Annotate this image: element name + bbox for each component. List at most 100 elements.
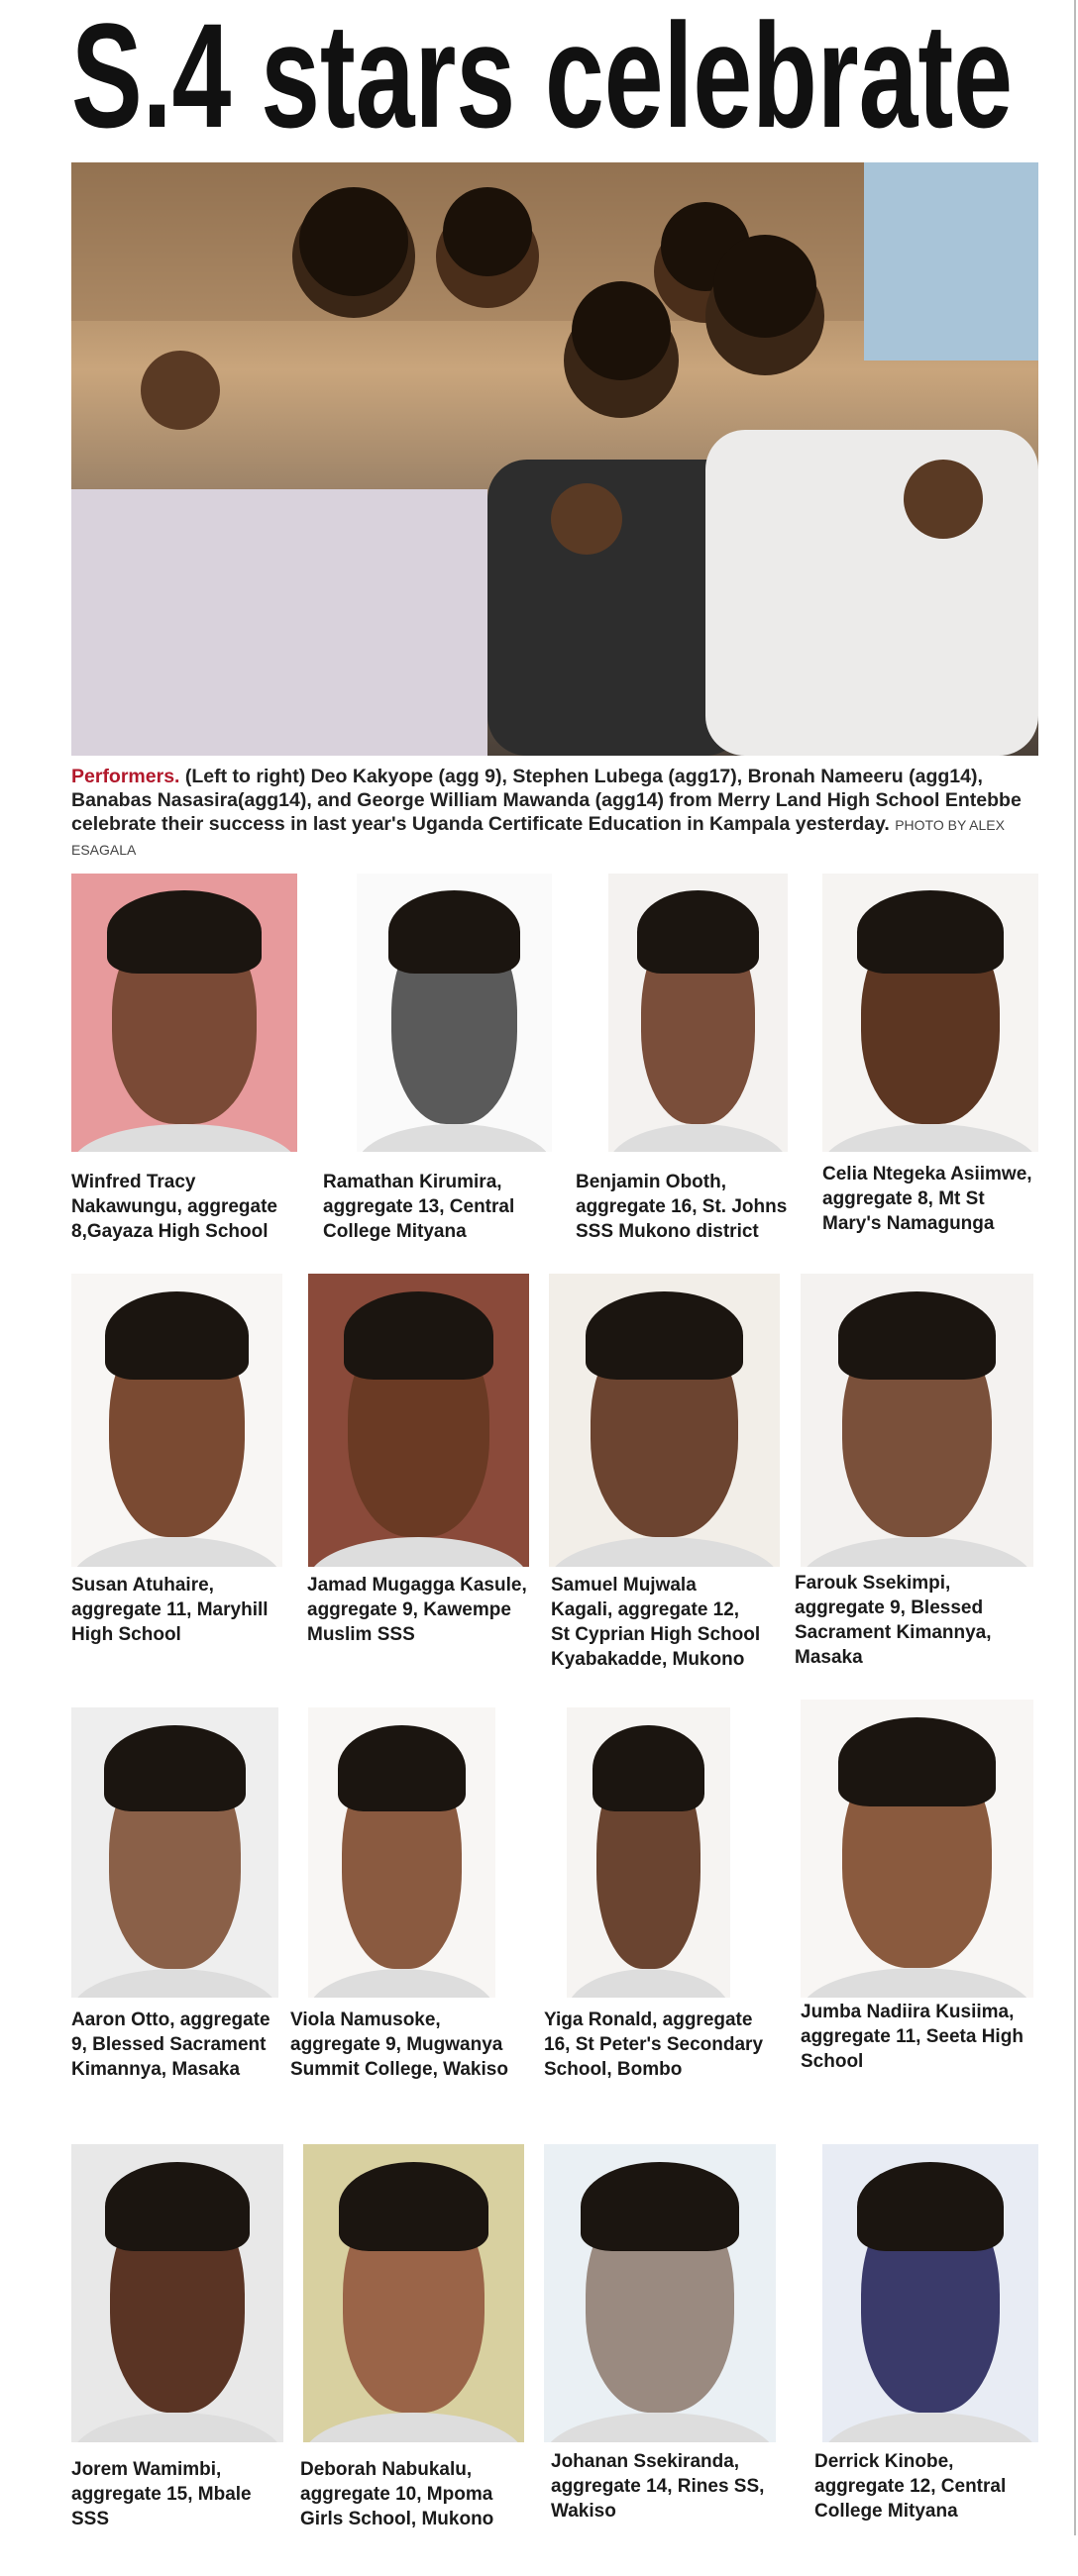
caption-line: Jorem Wamimbi, [71, 2459, 222, 2480]
caption-line: SSS Mukono district [576, 1221, 759, 1242]
portrait-photo [71, 1707, 278, 1998]
caption-line: Sacrament Kimannya, [795, 1622, 992, 1643]
caption-line: School, Bombo [544, 2059, 683, 2080]
caption-line: School [801, 2051, 864, 2072]
portrait-photo [303, 2144, 524, 2442]
shoulders [801, 1967, 1033, 1998]
caption-line: Johanan Ssekiranda, [551, 2451, 740, 2472]
headline: S.4 stars celebrate [71, 0, 1013, 158]
caption-line: Jamad Mugagga Kasule, [307, 1575, 527, 1596]
caption-line: Kimannya, Masaka [71, 2059, 241, 2080]
caption-line: aggregate 11, Seeta High [801, 2026, 1024, 2047]
caption-line: Nakawungu, aggregate [71, 1196, 277, 1217]
portrait-photo [544, 2144, 776, 2442]
hair [338, 2162, 489, 2252]
portrait-caption: Jamad Mugagga Kasule, aggregate 9, Kawemp… [307, 1573, 527, 1647]
photo-credit: PHOTO BY ALEX ESAGALA [71, 817, 1005, 858]
caption-line: College Mityana [323, 1221, 467, 1242]
caption-line: College Mityana [814, 2501, 958, 2522]
hair [338, 1724, 466, 1812]
caption-line: Ramathan Kirumira, [323, 1172, 502, 1192]
caption-text: (Left to right) Deo Kakyope (agg 9), Ste… [71, 766, 1022, 835]
hair [343, 1290, 494, 1380]
hair [387, 889, 521, 975]
caption-line: aggregate 8, Mt St [822, 1188, 985, 1209]
portrait-photo [822, 874, 1038, 1152]
portrait-caption: Aaron Otto, aggregate 9, Blessed Sacramen… [71, 2008, 270, 2082]
hair [581, 2162, 739, 2252]
caption-line: Susan Atuhaire, [71, 1575, 214, 1596]
caption-line: Viola Namusoke, [290, 2009, 441, 2030]
caption-line: Girls School, Mukono [300, 2509, 494, 2529]
caption-line: 8,Gayaza High School [71, 1221, 269, 1242]
hair [837, 1290, 997, 1380]
headline-box: S.4 stars celebrate [71, 0, 1013, 158]
hair [104, 1724, 246, 1812]
portrait-caption: Deborah Nabukalu, aggregate 10, Mpoma Girl… [300, 2457, 493, 2531]
shoulders [822, 2412, 1038, 2442]
hair [105, 1290, 249, 1380]
caption-line: Kagali, aggregate 12, [551, 1599, 740, 1620]
caption-line: aggregate 9, Kawempe [307, 1599, 511, 1620]
caption-line: aggregate 13, Central [323, 1196, 515, 1217]
portrait-caption: Susan Atuhaire, aggregate 11, Maryhill Hig… [71, 1573, 269, 1647]
caption-line: St Cyprian High School [551, 1624, 761, 1645]
hair [856, 2162, 1005, 2252]
portrait-caption: Ramathan Kirumira, aggregate 13, Central C… [323, 1170, 514, 1244]
portrait-photo [801, 1700, 1033, 1998]
shoulders [357, 1123, 552, 1152]
caption-line: aggregate 11, Maryhill [71, 1599, 269, 1620]
caption-line: Benjamin Oboth, [576, 1172, 726, 1192]
portrait-photo [822, 2144, 1038, 2442]
hair [107, 889, 262, 975]
portrait-caption: Viola Namusoke, aggregate 9, Mugwanya Summ… [290, 2008, 508, 2082]
caption-line: Aaron Otto, aggregate [71, 2009, 270, 2030]
portrait-caption: Johanan Ssekiranda, aggregate 14, Rines S… [551, 2449, 764, 2524]
portrait-caption: Samuel Mujwala Kagali, aggregate 12, St Cy… [551, 1573, 760, 1672]
portrait-photo [71, 2144, 283, 2442]
portrait-photo [71, 874, 297, 1152]
photo-caption: Performers. (Left to right) Deo Kakyope … [71, 765, 1052, 862]
photo-figures [71, 162, 1038, 756]
portrait-photo [357, 874, 552, 1152]
caption-line: aggregate 15, Mbale [71, 2484, 252, 2505]
caption-line: Winfred Tracy [71, 1172, 196, 1192]
shoulders [549, 1537, 780, 1567]
portrait-caption: Benjamin Oboth, aggregate 16, St. Johns SS… [576, 1170, 787, 1244]
caption-line: 9, Blessed Sacrament [71, 2034, 267, 2055]
portrait-caption: Jumba Nadiira Kusiima, aggregate 11, Seet… [801, 2000, 1024, 2074]
caption-line: SSS [71, 2509, 110, 2529]
portrait-caption: Yiga Ronald, aggregate 16, St Peter's Sec… [544, 2008, 763, 2082]
portrait-caption: Celia Ntegeka Asiimwe, aggregate 8, Mt St… [822, 1162, 1032, 1236]
shoulders [71, 1537, 282, 1567]
hair [636, 889, 760, 975]
portrait-photo [71, 1274, 282, 1567]
portrait-caption: Farouk Ssekimpi, aggregate 9, Blessed Sacr… [795, 1571, 992, 1670]
caption-line: High School [71, 1624, 181, 1645]
shoulders [71, 1123, 297, 1152]
caption-line: aggregate 10, Mpoma [300, 2484, 493, 2505]
caption-line: Wakiso [551, 2501, 616, 2522]
portrait-photo [567, 1707, 730, 1998]
hair [586, 1290, 743, 1380]
caption-line: Mary's Namagunga [822, 1213, 995, 1234]
caption-line: Muslim SSS [307, 1624, 415, 1645]
caption-lead: Performers. [71, 766, 180, 787]
caption-line: aggregate 12, Central [814, 2476, 1007, 2497]
portrait-caption: Derrick Kinobe, aggregate 12, Central Coll… [814, 2449, 1006, 2524]
caption-line: aggregate 16, St. Johns [576, 1196, 788, 1217]
caption-line: Deborah Nabukalu, [300, 2459, 473, 2480]
main-photo [71, 162, 1038, 756]
shoulders [567, 1968, 730, 1998]
shoulders [71, 2412, 283, 2442]
hair [837, 1717, 997, 1807]
shoulders [308, 1537, 529, 1567]
caption-line: aggregate 9, Mugwanya [290, 2034, 503, 2055]
portrait-photo [308, 1707, 495, 1998]
hair [105, 2162, 250, 2252]
shoulders [308, 1968, 495, 1998]
caption-line: 16, St Peter's Secondary [544, 2034, 764, 2055]
portrait-caption: Jorem Wamimbi, aggregate 15, Mbale SSS [71, 2457, 252, 2531]
caption-line: aggregate 14, Rines SS, [551, 2476, 765, 2497]
